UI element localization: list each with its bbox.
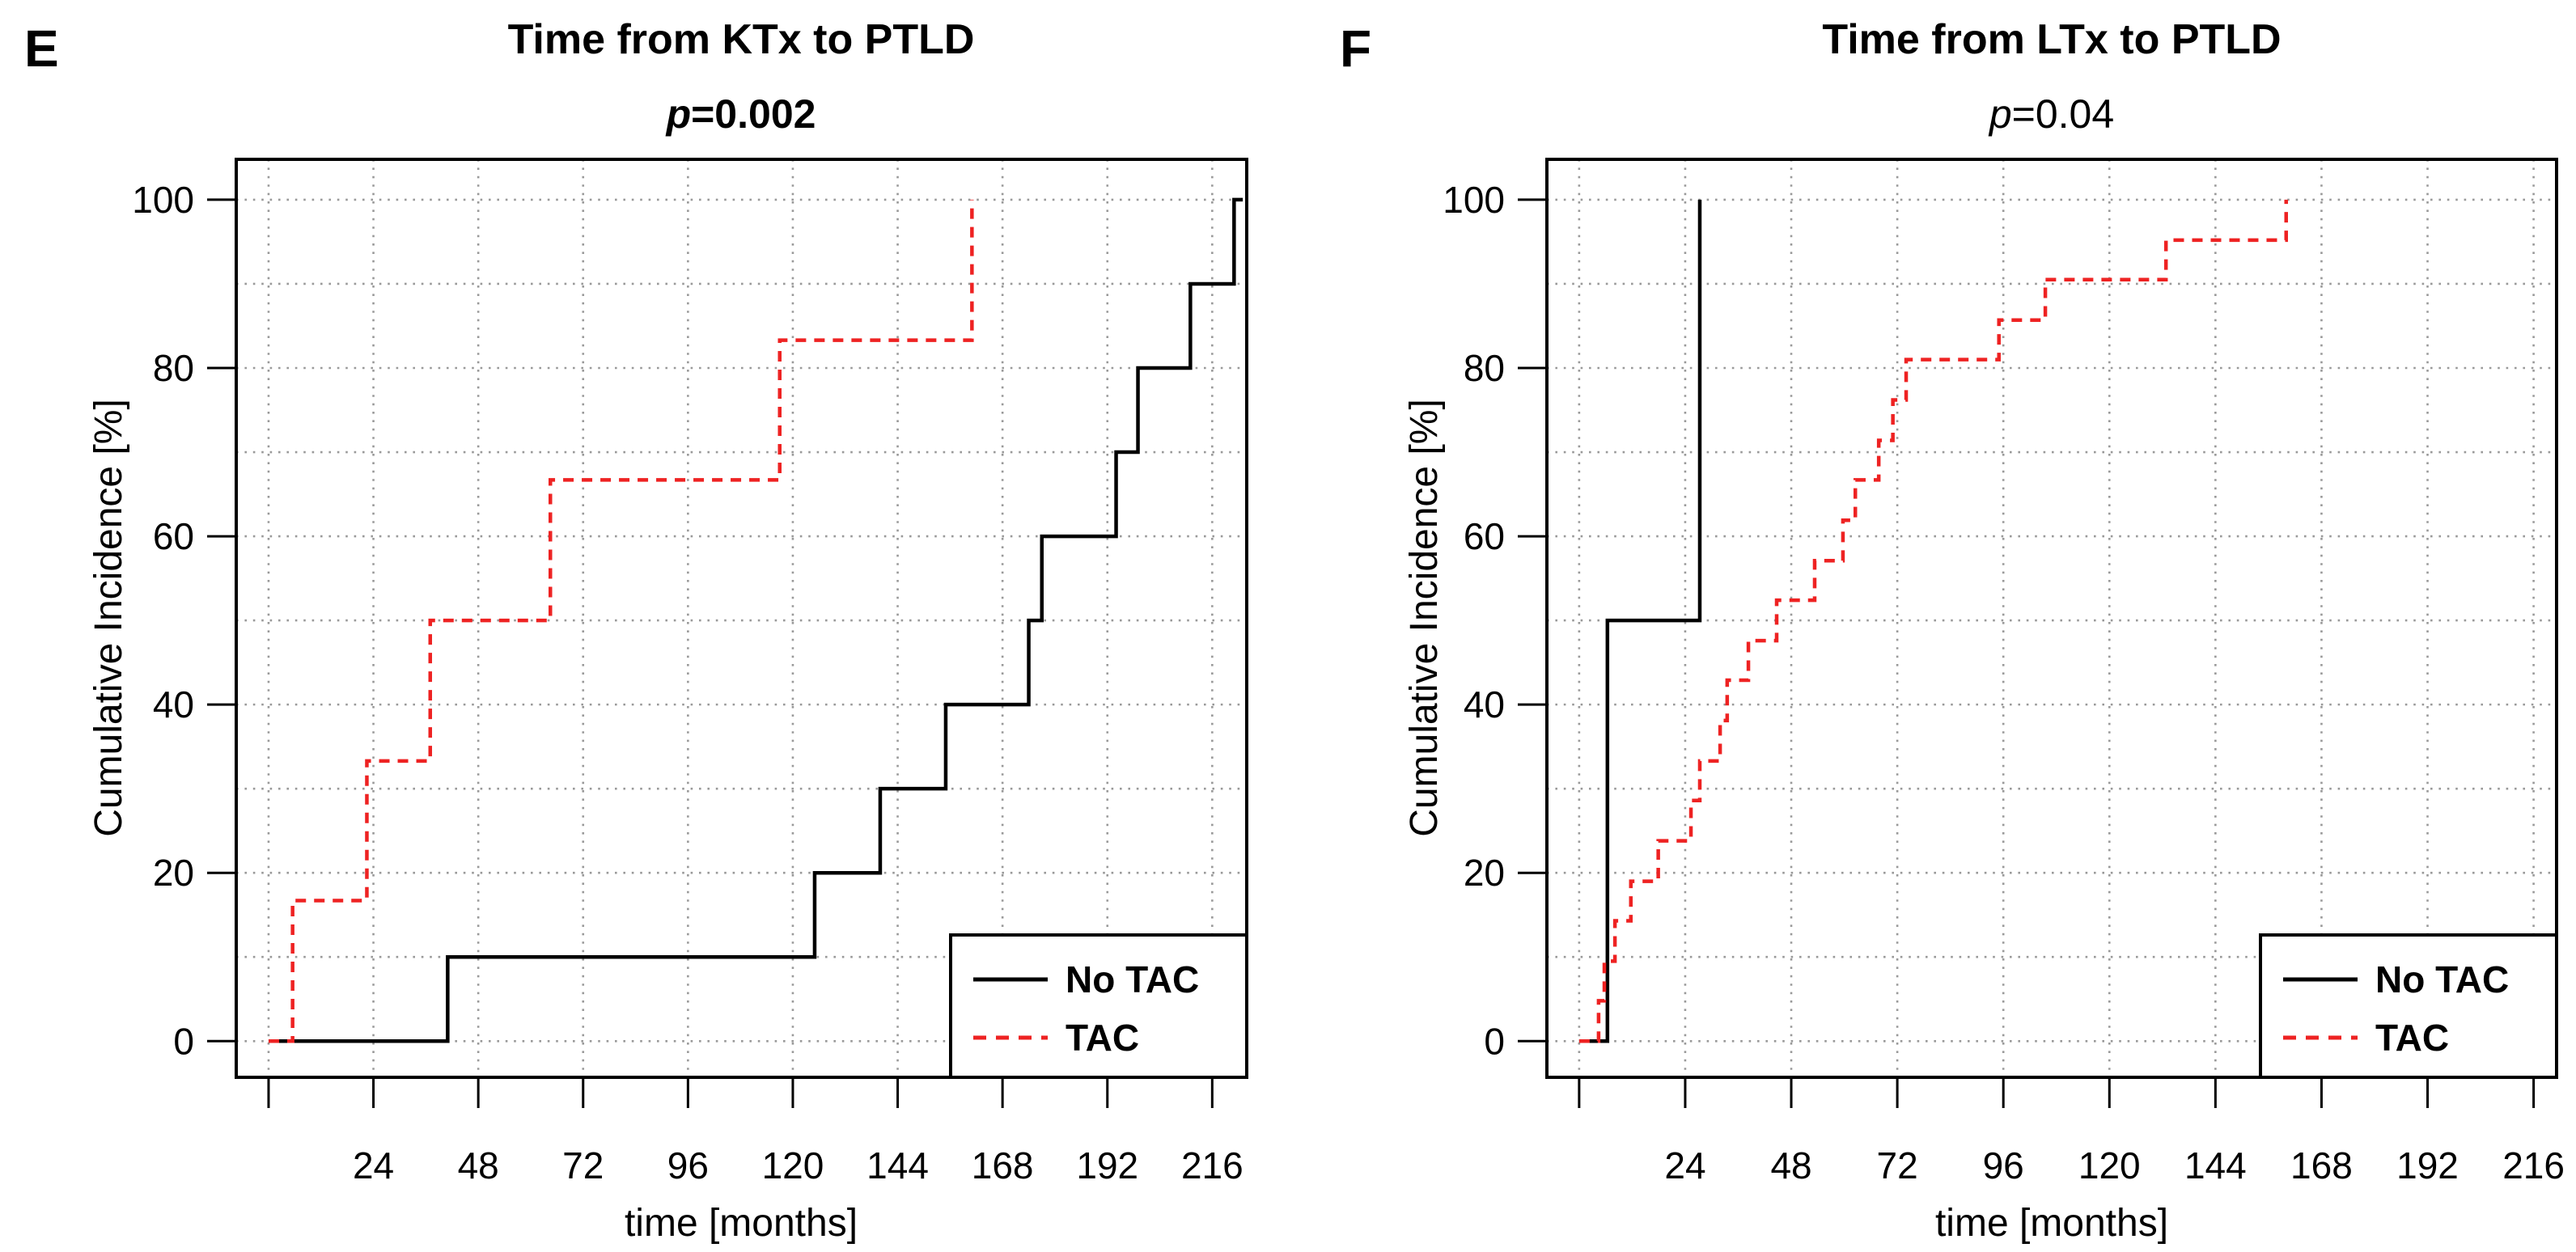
panel-f: F Time from LTx to PTLD p=0.04 Cumulativ…	[1288, 0, 2576, 1252]
y-tick-label: 0	[1484, 1020, 1505, 1062]
plot-frame	[235, 158, 1248, 1079]
curve-tac	[1578, 199, 2288, 1043]
p-symbol: p	[665, 91, 692, 137]
y-tick-label: 100	[1443, 179, 1505, 221]
y-tick-label: 40	[1464, 683, 1505, 725]
y-tick-label: 0	[173, 1020, 194, 1062]
x-tick-label: 168	[972, 1144, 1034, 1186]
x-tick-label: 144	[2184, 1144, 2247, 1186]
panel-e-ylabel: Cumulative Incidence [%]	[87, 399, 130, 837]
y-tick-label: 60	[1464, 515, 1505, 557]
plot-frame	[1545, 158, 2558, 1079]
panel-letter-f: F	[1340, 19, 1371, 78]
x-tick-label: 72	[1877, 1144, 1918, 1186]
panel-e-legend: No TAC TAC	[949, 933, 1248, 1079]
panel-e-title: Time from KTx to PTLD	[508, 16, 975, 63]
x-tick-label: 168	[2290, 1144, 2353, 1186]
x-tick-label: 216	[2502, 1144, 2565, 1186]
y-tick-label: 100	[132, 179, 194, 221]
panel-f-legend: No TAC TAC	[2259, 933, 2558, 1079]
x-tick-label: 48	[458, 1144, 499, 1186]
panel-f-frame	[1545, 158, 2558, 1079]
p-equation: =0.002	[691, 91, 816, 137]
p-equation: =0.04	[2012, 91, 2115, 137]
panel-e: E Time from KTx to PTLD p=0.002 Cumulati…	[24, 16, 1248, 1245]
panel-e-curves	[268, 197, 1244, 1043]
x-tick-label: 72	[562, 1144, 604, 1186]
y-tick-label: 80	[1464, 347, 1505, 389]
y-tick-label: 60	[153, 515, 194, 557]
panel-f-chart: F Time from LTx to PTLD p=0.04 Cumulativ…	[1340, 16, 2565, 1245]
panel-f-axes: 24 48 72 96 120 144 168 192 216 0 20 40 60 80 100	[1443, 179, 2565, 1186]
x-tick-label: 144	[866, 1144, 929, 1186]
curve-no-tac	[268, 197, 1244, 1043]
legend-box	[949, 933, 1248, 1079]
x-tick-label: 48	[1770, 1144, 1811, 1186]
x-tick-label: 120	[2078, 1144, 2141, 1186]
legend-label: No TAC	[1066, 958, 1199, 1000]
panel-e-pvalue: p=0.002	[665, 91, 816, 137]
y-tick-label: 80	[153, 347, 194, 389]
panel-f-title: Time from LTx to PTLD	[1822, 16, 2281, 63]
x-tick-label: 96	[1983, 1144, 2024, 1186]
panel-e-chart: E Time from KTx to PTLD p=0.002 Cumulati…	[24, 16, 1248, 1245]
x-tick-label: 120	[762, 1144, 824, 1186]
legend-label: TAC	[2375, 1017, 2449, 1059]
x-tick-label: 192	[2396, 1144, 2459, 1186]
x-tick-label: 216	[1181, 1144, 1244, 1186]
y-tick-label: 20	[153, 852, 194, 894]
curve-no-tac	[1578, 199, 1702, 1043]
panel-f-pvalue: p=0.04	[1988, 91, 2114, 137]
curve-tac	[268, 199, 974, 1043]
panel-f-xlabel: time [months]	[1935, 1202, 2168, 1245]
y-tick-label: 40	[153, 683, 194, 725]
panel-f-grid	[1547, 159, 2557, 1077]
panel-f-curves	[1578, 199, 2288, 1043]
x-tick-label: 24	[1664, 1144, 1705, 1186]
legend-label: No TAC	[2375, 958, 2509, 1000]
p-symbol: p	[1988, 91, 2012, 137]
panel-f-ylabel: Cumulative Incidence [%]	[1403, 399, 1446, 837]
x-tick-label: 24	[353, 1144, 394, 1186]
panel-e-axes: 24 48 72 96 120 144 168 192 216 0 20 40 60 80 100	[132, 179, 1243, 1186]
legend-box	[2259, 933, 2558, 1079]
panel-e-frame	[235, 158, 1248, 1079]
y-tick-label: 20	[1464, 852, 1505, 894]
x-tick-label: 192	[1076, 1144, 1138, 1186]
x-tick-label: 96	[667, 1144, 709, 1186]
panel-e-xlabel: time [months]	[625, 1202, 858, 1245]
panel-letter-e: E	[24, 19, 59, 78]
legend-label: TAC	[1066, 1017, 1139, 1059]
